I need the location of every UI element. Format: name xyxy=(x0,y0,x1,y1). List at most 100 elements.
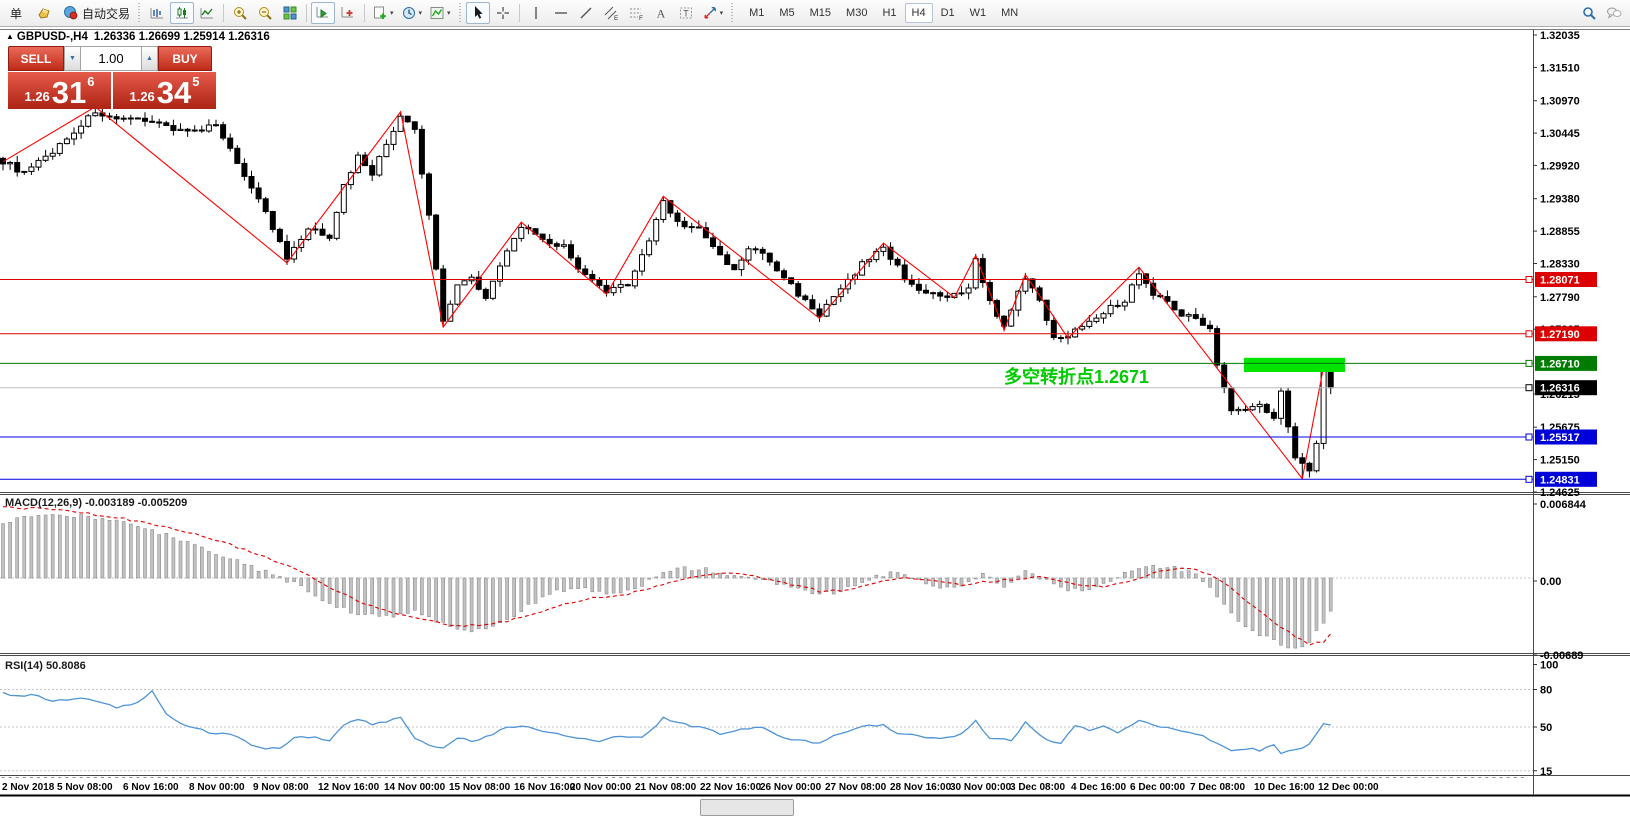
volume-input[interactable] xyxy=(81,46,141,71)
buy-button[interactable]: BUY xyxy=(158,46,212,71)
symbol-marker-icon: ▲ xyxy=(6,32,14,41)
main-toolbar: 单自动交易 ▾ ▾ ▾ E F A T ▾ M1 M5 M15 M30 H1 H4 D1 W1 MN xyxy=(0,0,1630,27)
ohlc-values: 1.26336 1.26699 1.25914 1.26316 xyxy=(93,31,270,43)
text-button[interactable]: A xyxy=(649,2,673,24)
svg-text:15: 15 xyxy=(1540,766,1552,778)
timeframe-d1-button[interactable]: D1 xyxy=(934,3,962,23)
zoom-out-button[interactable] xyxy=(253,2,277,24)
timeframe-h4-button[interactable]: H4 xyxy=(904,3,933,23)
new-order-button[interactable]: 单 xyxy=(4,2,28,24)
sell-button[interactable]: SELL xyxy=(8,46,64,71)
text-label-button[interactable]: T xyxy=(674,2,698,24)
line-chart-button[interactable] xyxy=(195,2,219,24)
bar-chart-button[interactable] xyxy=(145,2,169,24)
svg-text:0.00: 0.00 xyxy=(1540,576,1561,588)
toolbar-separator xyxy=(364,4,366,22)
rsi-label: RSI(14) 50.8086 xyxy=(5,660,86,672)
crosshair-button[interactable] xyxy=(491,2,515,24)
timeframe-h1-button[interactable]: H1 xyxy=(875,3,903,23)
arrows-button[interactable]: ▾ xyxy=(699,2,727,24)
svg-text:80: 80 xyxy=(1540,685,1552,697)
toolbar-separator xyxy=(518,4,520,22)
svg-text:12 Nov 16:00: 12 Nov 16:00 xyxy=(318,782,380,793)
buy-price[interactable]: 1.26 34 5 xyxy=(113,72,216,109)
svg-text:100: 100 xyxy=(1540,660,1558,672)
zoom-in-button[interactable] xyxy=(228,2,252,24)
autotrade-button[interactable]: 自动交易 xyxy=(60,2,133,24)
timeframe-m30-button[interactable]: M30 xyxy=(839,3,874,23)
svg-text:16 Nov 16:00: 16 Nov 16:00 xyxy=(514,782,576,793)
svg-text:1.25517: 1.25517 xyxy=(1540,432,1580,444)
svg-text:1.28330: 1.28330 xyxy=(1540,259,1580,271)
svg-text:30 Nov 00:00: 30 Nov 00:00 xyxy=(950,782,1012,793)
periods-button[interactable]: ▾ xyxy=(398,2,426,24)
vertical-line-button[interactable] xyxy=(524,2,548,24)
tile-windows-button[interactable] xyxy=(278,2,302,24)
timeframe-group: M1 M5 M15 M30 H1 H4 D1 W1 MN xyxy=(742,3,1025,23)
svg-text:22 Nov 16:00: 22 Nov 16:00 xyxy=(700,782,762,793)
chart-shift-button[interactable] xyxy=(336,2,360,24)
svg-text:1.27790: 1.27790 xyxy=(1540,292,1580,304)
fibonacci-button[interactable]: F xyxy=(624,2,648,24)
svg-text:1.30445: 1.30445 xyxy=(1540,128,1580,140)
macd-label: MACD(12,26,9) -0.003189 -0.005209 xyxy=(5,497,188,509)
auto-scroll-button[interactable] xyxy=(311,2,336,24)
toolbar-separator xyxy=(223,4,225,22)
gold-nugget-icon[interactable] xyxy=(29,1,59,25)
svg-text:6 Nov 16:00: 6 Nov 16:00 xyxy=(123,782,179,793)
svg-text:8 Nov 00:00: 8 Nov 00:00 xyxy=(189,782,245,793)
timeframe-mn-button[interactable]: MN xyxy=(994,3,1025,23)
candlestick-chart-button[interactable] xyxy=(170,2,195,24)
bottom-strip xyxy=(0,797,1630,818)
volume-down-button[interactable]: ▼ xyxy=(64,46,81,71)
sell-price[interactable]: 1.26 31 6 xyxy=(8,72,111,109)
svg-text:4 Dec 16:00: 4 Dec 16:00 xyxy=(1071,782,1126,793)
timeframe-m5-button[interactable]: M5 xyxy=(772,3,801,23)
svg-text:7 Dec 08:00: 7 Dec 08:00 xyxy=(1190,782,1245,793)
svg-text:10 Dec 16:00: 10 Dec 16:00 xyxy=(1254,782,1315,793)
equidistant-channel-button[interactable]: E xyxy=(599,2,623,24)
svg-text:1.27190: 1.27190 xyxy=(1540,329,1580,341)
cursor-button[interactable] xyxy=(465,2,490,24)
timeframe-m15-button[interactable]: M15 xyxy=(803,3,838,23)
svg-text:20 Nov 00:00: 20 Nov 00:00 xyxy=(570,782,632,793)
svg-text:9 Nov 08:00: 9 Nov 08:00 xyxy=(253,782,309,793)
svg-text:15 Nov 08:00: 15 Nov 08:00 xyxy=(449,782,511,793)
search-button[interactable] xyxy=(1577,2,1601,24)
svg-text:1.24831: 1.24831 xyxy=(1540,474,1580,486)
svg-text:12 Dec 00:00: 12 Dec 00:00 xyxy=(1318,782,1379,793)
svg-text:1.32035: 1.32035 xyxy=(1540,30,1580,42)
svg-text:1.30970: 1.30970 xyxy=(1540,96,1580,108)
pivot-annotation: 多空转折点1.2671 xyxy=(1004,367,1150,387)
symbol-period: GBPUSD-,H4 xyxy=(16,31,88,43)
trendline-button[interactable] xyxy=(574,2,598,24)
svg-text:1.26710: 1.26710 xyxy=(1540,358,1580,370)
svg-text:27 Nov 08:00: 27 Nov 08:00 xyxy=(825,782,887,793)
toolbar-drag-handle[interactable] xyxy=(457,3,462,23)
horizontal-scrollbar-thumb[interactable] xyxy=(700,799,794,816)
svg-text:1.24625: 1.24625 xyxy=(1540,487,1580,499)
chart-title: ▲ GBPUSD-,H4 1.26336 1.26699 1.25914 1.263… xyxy=(6,31,270,43)
chat-button[interactable] xyxy=(1602,2,1626,24)
svg-text:14 Nov 00:00: 14 Nov 00:00 xyxy=(384,782,446,793)
templates-button[interactable]: ▾ xyxy=(426,2,454,24)
chevron-up-icon: ▲ xyxy=(146,55,153,62)
svg-text:3 Dec 08:00: 3 Dec 08:00 xyxy=(1010,782,1065,793)
toolbar-separator xyxy=(306,4,308,22)
svg-text:F: F xyxy=(639,15,643,21)
svg-text:26 Nov 00:00: 26 Nov 00:00 xyxy=(760,782,822,793)
timeframe-m1-button[interactable]: M1 xyxy=(742,3,771,23)
indicators-button[interactable]: ▾ xyxy=(369,2,397,24)
svg-text:1.29920: 1.29920 xyxy=(1540,160,1580,172)
toolbar-drag-handle[interactable] xyxy=(137,3,142,23)
svg-text:6 Dec 00:00: 6 Dec 00:00 xyxy=(1130,782,1185,793)
timeframe-w1-button[interactable]: W1 xyxy=(963,3,994,23)
horizontal-line-button[interactable] xyxy=(549,2,573,24)
volume-up-button[interactable]: ▲ xyxy=(141,46,158,71)
svg-text:1.26316: 1.26316 xyxy=(1540,383,1580,395)
toolbar-drag-handle[interactable] xyxy=(730,3,735,23)
svg-text:T: T xyxy=(683,9,689,19)
